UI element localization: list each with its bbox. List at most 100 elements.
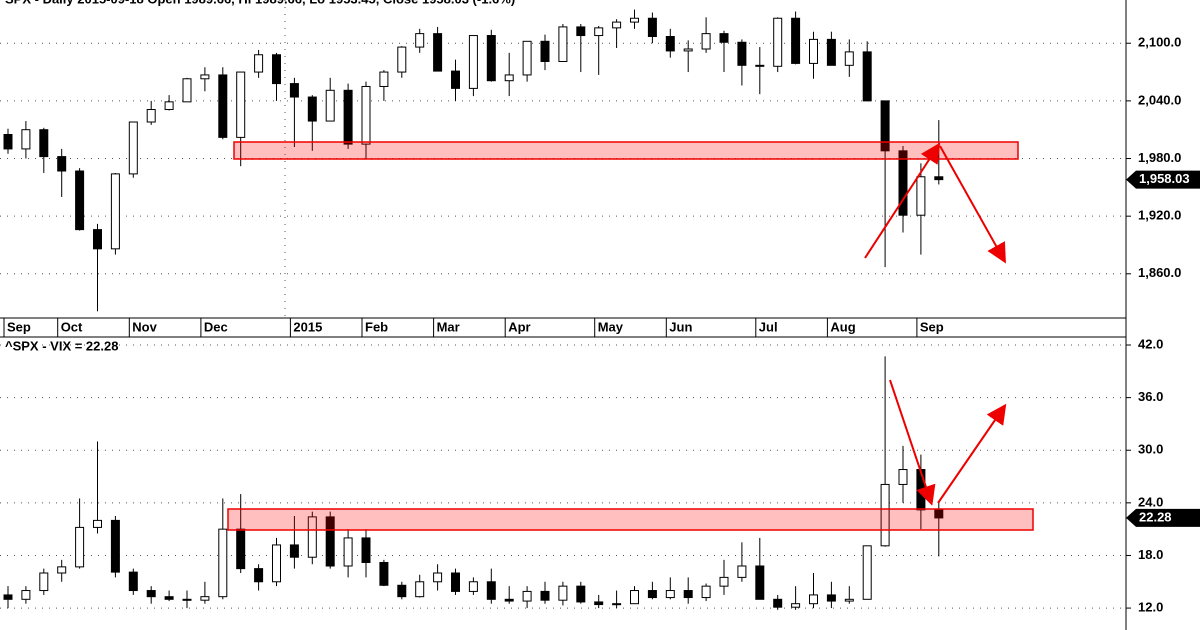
- arrow: [937, 403, 1007, 504]
- candle-body: [755, 64, 765, 67]
- candle-body: [200, 74, 210, 80]
- candle-body: [146, 109, 156, 123]
- x-tick-label: Feb: [365, 319, 388, 334]
- candle-body: [647, 590, 657, 599]
- candle-body: [254, 54, 264, 73]
- candle-body: [719, 576, 729, 587]
- x-tick-label: 2015: [293, 319, 322, 334]
- y-tick-label: 2,040.0: [1138, 92, 1181, 107]
- candle-body: [791, 603, 801, 608]
- candle-body: [540, 590, 550, 601]
- x-tick-label: Nov: [132, 319, 157, 334]
- candle-body: [612, 21, 622, 29]
- x-tick-label: Oct: [61, 319, 83, 334]
- candle-body: [612, 603, 622, 606]
- candle-body: [540, 40, 550, 62]
- candle-body: [397, 46, 407, 73]
- y-tick-label: 12.0: [1138, 600, 1163, 615]
- x-tick-label: Sep: [7, 319, 31, 334]
- candle-body: [3, 594, 13, 600]
- candle-body: [164, 596, 174, 600]
- x-tick-label: Apr: [508, 319, 530, 334]
- candle-body: [809, 594, 818, 605]
- support-zone: [233, 141, 1019, 160]
- x-tick-label: Sep: [920, 319, 944, 334]
- candle-body: [57, 566, 67, 574]
- arrow: [889, 379, 936, 506]
- candle-body: [451, 572, 460, 592]
- candle-body: [200, 596, 210, 601]
- x-tick-label: Dec: [204, 319, 228, 334]
- candle-body: [898, 469, 908, 485]
- last-price-tag: [1126, 508, 1200, 527]
- y-tick-label: 36.0: [1138, 389, 1163, 404]
- candle-body: [415, 581, 425, 598]
- y-tick-label: 1,980.0: [1138, 150, 1181, 165]
- x-tick-label: Jun: [669, 319, 692, 334]
- candle-body: [683, 48, 693, 52]
- candle-body: [361, 85, 371, 145]
- candle-body: [826, 594, 836, 602]
- candle-body: [701, 585, 711, 599]
- candle-body: [110, 519, 120, 573]
- y-tick-label: 1,860.0: [1138, 265, 1181, 280]
- candle-body: [576, 585, 586, 603]
- candle-body: [182, 78, 192, 103]
- candle-body: [433, 572, 443, 583]
- candle-body: [630, 590, 639, 605]
- y-tick-label: 1,920.0: [1138, 208, 1181, 223]
- y-tick-label: 2,100.0: [1138, 35, 1181, 50]
- candle-body: [3, 134, 13, 150]
- candle-body: [128, 571, 138, 592]
- y-tick-label: 24.0: [1138, 494, 1163, 509]
- candle-body: [289, 544, 299, 558]
- candle-body: [75, 170, 85, 231]
- candle-body: [236, 71, 246, 138]
- panel-title: SPX - Daily 2015-09-18 Open 1989.66, Hi …: [5, 0, 515, 6]
- candle-body: [289, 83, 299, 98]
- candle-body: [468, 35, 478, 89]
- candle-body: [809, 38, 818, 64]
- candle-body: [486, 35, 496, 82]
- candle-body: [236, 528, 246, 570]
- candle-body: [39, 572, 49, 592]
- candle-body: [558, 585, 568, 601]
- x-tick-label: Aug: [830, 319, 855, 334]
- candle-body: [826, 38, 836, 66]
- candle-body: [880, 100, 890, 152]
- candle-body: [21, 590, 31, 600]
- candle-body: [325, 516, 335, 567]
- candle-body: [916, 176, 926, 216]
- panel-title: ^SPX - VIX = 22.28: [5, 338, 118, 353]
- candle-body: [379, 561, 389, 586]
- candle-body: [665, 590, 675, 599]
- candle-body: [218, 528, 228, 598]
- candle-body: [844, 598, 854, 602]
- candle-body: [343, 537, 353, 567]
- candle-body: [146, 590, 156, 598]
- candle-body: [719, 33, 729, 43]
- candle-body: [898, 150, 908, 216]
- candle-body: [361, 537, 371, 563]
- candle-body: [576, 26, 586, 37]
- candle-body: [862, 545, 872, 600]
- arrow: [864, 142, 941, 259]
- candle-body: [75, 526, 85, 568]
- candle-body: [486, 581, 496, 600]
- candle-body: [791, 17, 801, 64]
- arrows: [864, 142, 1007, 506]
- candle-body: [254, 568, 264, 583]
- candle-body: [433, 33, 443, 72]
- candle-body: [57, 156, 67, 172]
- candle-body: [504, 74, 514, 82]
- resistance-zone: [227, 508, 1034, 531]
- candle-body: [182, 598, 192, 601]
- candle-body: [737, 565, 747, 578]
- candle-body: [343, 89, 353, 145]
- x-tick-label: May: [598, 319, 624, 334]
- candle-body: [93, 229, 102, 250]
- candle-body: [683, 590, 693, 599]
- y-tick-label: 18.0: [1138, 547, 1163, 562]
